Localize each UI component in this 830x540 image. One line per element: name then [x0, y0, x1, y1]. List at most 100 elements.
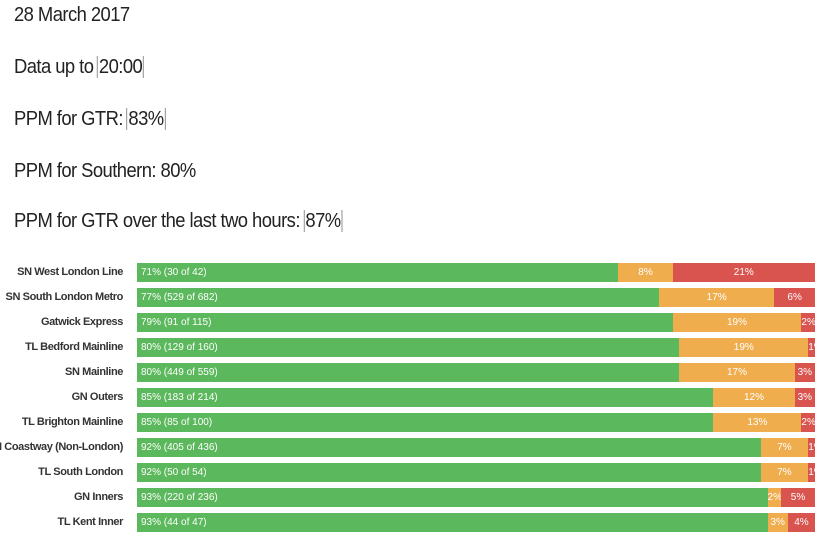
- bar-segment: 2%: [767, 488, 782, 507]
- category-label: TL Brighton Mainline: [21, 416, 124, 428]
- bar-segment: 1%: [808, 338, 815, 357]
- value-label: 92% (405 of 436): [141, 442, 218, 453]
- value-label: 7%: [777, 442, 792, 453]
- value-label: 13%: [747, 417, 768, 428]
- value-label: 77% (529 of 682): [141, 292, 218, 303]
- bar-segment: 3%: [794, 388, 815, 407]
- value-label: 3%: [797, 367, 813, 378]
- line-label: PPM for GTR over the last two hours:: [14, 210, 300, 232]
- bar-segment: 13%: [713, 413, 802, 432]
- value-label: 5%: [790, 492, 806, 503]
- bar-segment: 92% (405 of 436): [137, 438, 761, 457]
- bar-row: TL Kent Inner 93% (44 of 47) 3% 4%: [0, 513, 830, 532]
- value-label: 3%: [770, 517, 785, 528]
- category-label: TL South London: [38, 466, 123, 478]
- value-label: 92% (50 of 54): [141, 467, 207, 478]
- header-line: Data up to 20:00: [14, 54, 145, 80]
- bar-segment: 8%: [618, 263, 673, 282]
- category-label: GN Outers: [71, 391, 124, 403]
- value-label: 3%: [797, 392, 813, 403]
- bar-row: SN South London Metro 77% (529 of 682) 17%…: [0, 288, 830, 307]
- category-label: Gatwick Express: [40, 316, 123, 328]
- bar-segment: 1%: [808, 463, 815, 482]
- category-label: TL Bedford Mainline: [25, 341, 123, 353]
- bar-row: TL Brighton Mainline 85% (85 of 100) 13% 2%: [0, 413, 830, 432]
- bar-segment: 80% (449 of 559): [137, 363, 680, 382]
- value-label: 80% (449 of 559): [141, 367, 218, 378]
- value-label: 85% (85 of 100): [141, 417, 213, 428]
- bar-segment: 6%: [774, 288, 815, 307]
- bar-row: SN Coastway (Non-London) 92% (405 of 436)…: [0, 438, 830, 457]
- bar-segment: 5%: [781, 488, 815, 507]
- bar-segment: 2%: [801, 413, 815, 432]
- value-label: 17%: [706, 292, 727, 303]
- bar-segment: 2%: [801, 313, 815, 332]
- value-label: 7%: [777, 467, 792, 478]
- value-label: 1%: [808, 342, 815, 353]
- category-label: TL Kent Inner: [57, 516, 124, 528]
- bar-segment: 7%: [760, 438, 809, 457]
- bar-row: SN Mainline 80% (449 of 559) 17% 3%: [0, 363, 830, 382]
- category-label: SN Mainline: [65, 366, 123, 378]
- bar-track: 80% (129 of 160) 19% 1%: [137, 338, 815, 357]
- bar-segment: 79% (91 of 115): [137, 313, 673, 332]
- line-label: Data up to: [14, 56, 94, 78]
- bar-segment: 7%: [760, 463, 809, 482]
- value-label: 2%: [767, 492, 782, 503]
- value-label: 6%: [787, 292, 802, 303]
- header-line: PPM for Southern: 80%: [14, 158, 196, 184]
- bar-track: 93% (220 of 236) 2% 5%: [137, 488, 815, 507]
- value-label: 2%: [801, 417, 815, 428]
- bar-segment: 92% (50 of 54): [137, 463, 761, 482]
- bar-row: SN West London Line 71% (30 of 42) 8% 21%: [0, 263, 830, 282]
- value-label: 2%: [801, 317, 815, 328]
- bar-segment: 19%: [672, 313, 802, 332]
- bar-segment: 93% (44 of 47): [137, 513, 768, 532]
- value-label: 1%: [808, 467, 815, 478]
- bar-row: TL South London 92% (50 of 54) 7% 1%: [0, 463, 830, 482]
- value-label: 17%: [727, 367, 748, 378]
- value-label: 8%: [638, 267, 653, 278]
- value-label: 71% (30 of 42): [141, 267, 207, 278]
- bar-segment: 93% (220 of 236): [137, 488, 768, 507]
- header-line: PPM for GTR over the last two hours: 87%: [14, 208, 343, 234]
- category-label: SN Coastway (Non-London): [0, 441, 123, 453]
- value-label: 93% (220 of 236): [141, 492, 218, 503]
- category-label: SN South London Metro: [5, 291, 124, 303]
- bar-track: 71% (30 of 42) 8% 21%: [137, 263, 815, 282]
- value-label: 93% (44 of 47): [141, 517, 207, 528]
- date: 28 March 2017: [14, 4, 130, 26]
- header-line: PPM for GTR: 83%: [14, 106, 166, 132]
- bar-segment: 1%: [808, 438, 815, 457]
- line-value: 87%: [303, 210, 343, 232]
- bar-row: TL Bedford Mainline 80% (129 of 160) 19% 1%: [0, 338, 830, 357]
- bar-segment: 4%: [787, 513, 815, 532]
- value-label: 1%: [808, 442, 815, 453]
- value-label: 19%: [733, 342, 754, 353]
- bar-segment: 3%: [767, 513, 788, 532]
- category-label: GN Inners: [74, 491, 123, 503]
- bar-segment: 85% (85 of 100): [137, 413, 714, 432]
- bar-segment: 77% (529 of 682): [137, 288, 660, 307]
- value-label: 19%: [727, 317, 748, 328]
- bar-track: 80% (449 of 559) 17% 3%: [137, 363, 815, 382]
- bar-segment: 12%: [713, 388, 795, 407]
- bar-segment: 71% (30 of 42): [137, 263, 619, 282]
- bar-segment: 85% (183 of 214): [137, 388, 714, 407]
- bar-segment: 21%: [672, 263, 815, 282]
- bar-track: 77% (529 of 682) 17% 6%: [137, 288, 815, 307]
- bar-segment: 3%: [794, 363, 815, 382]
- bar-segment: 19%: [679, 338, 809, 357]
- bar-segment: 17%: [679, 363, 795, 382]
- value-label: 12%: [743, 392, 764, 403]
- bar-track: 79% (91 of 115) 19% 2%: [137, 313, 815, 332]
- bar-row: GN Outers 85% (183 of 214) 12% 3%: [0, 388, 830, 407]
- bar-track: 85% (183 of 214) 12% 3%: [137, 388, 815, 407]
- bar-track: 92% (50 of 54) 7% 1%: [137, 463, 815, 482]
- value-label: 21%: [733, 267, 754, 278]
- bar-track: 85% (85 of 100) 13% 2%: [137, 413, 815, 432]
- bar-segment: 17%: [659, 288, 775, 307]
- bar-segment: 80% (129 of 160): [137, 338, 680, 357]
- category-label: SN West London Line: [17, 266, 123, 278]
